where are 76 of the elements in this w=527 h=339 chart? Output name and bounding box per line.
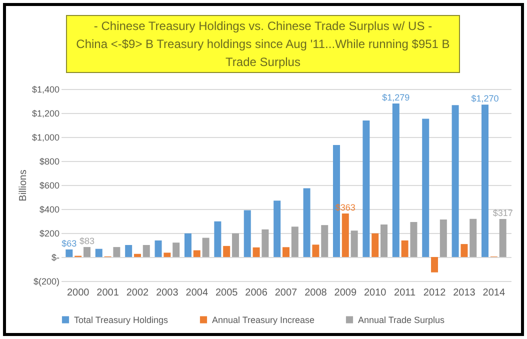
bar <box>95 248 102 257</box>
x-tick-label: 2002 <box>126 288 150 298</box>
bar <box>499 218 506 257</box>
bar <box>291 226 298 257</box>
y-tick-label: $1,400 <box>32 84 60 94</box>
bar <box>193 250 200 257</box>
bar <box>83 247 90 257</box>
y-tick-label: $600 <box>39 180 60 190</box>
bar <box>350 230 358 257</box>
data-label: $83 <box>79 236 95 246</box>
legend-label: Total Treasury Holdings <box>74 314 169 325</box>
bar <box>452 105 459 257</box>
bar <box>410 222 418 257</box>
bar <box>244 210 251 257</box>
legend-label: Annual Treasury Increase <box>212 314 315 325</box>
bar <box>134 254 141 257</box>
bar <box>392 104 400 257</box>
bar <box>214 221 222 257</box>
chart-title: - Chinese Treasury Holdings vs. Chinese Trade Surplus w/ US - <box>92 18 434 35</box>
bar <box>142 245 150 257</box>
x-tick-label: 2005 <box>215 288 238 298</box>
bar <box>312 244 320 257</box>
bar <box>431 257 438 272</box>
legend-label: Annual Trade Surplus <box>358 314 446 325</box>
x-tick-label: 2000 <box>66 288 90 298</box>
y-tick-label: $800 <box>39 156 60 166</box>
bar <box>440 220 447 257</box>
bar <box>482 104 489 257</box>
bar <box>401 240 408 257</box>
bar <box>202 238 210 257</box>
x-tick-label: 2006 <box>245 288 268 298</box>
bar <box>113 247 120 257</box>
y-tick-label: $400 <box>39 204 60 214</box>
bar <box>223 246 230 257</box>
bar <box>184 233 192 257</box>
data-label: $1,270 <box>471 94 499 104</box>
bar <box>262 229 269 257</box>
bar <box>282 247 290 257</box>
x-tick-label: 2007 <box>274 288 298 298</box>
bar <box>470 218 477 257</box>
x-tick-label: 2004 <box>186 288 208 298</box>
bar <box>303 188 310 257</box>
bar <box>154 240 162 257</box>
y-tick-label: $1,000 <box>32 132 60 142</box>
bar <box>274 200 281 257</box>
bar <box>342 213 349 257</box>
x-tick-label: 2008 <box>304 288 328 298</box>
bar <box>232 233 240 257</box>
bar <box>460 244 468 257</box>
bar <box>252 247 260 257</box>
y-tick-label: $- <box>51 252 60 262</box>
bar <box>321 225 328 257</box>
bar <box>66 249 73 257</box>
bar <box>125 245 132 257</box>
y-tick-label: $200 <box>39 228 60 238</box>
bar <box>362 120 370 257</box>
data-label: $317 <box>492 208 513 218</box>
x-tick-label: 2012 <box>423 288 446 298</box>
x-tick-label: 2001 <box>96 288 120 298</box>
data-label: $1,279 <box>382 92 410 103</box>
y-axis-title: Billions <box>18 170 29 202</box>
bar <box>422 118 430 257</box>
x-tick-label: 2010 <box>364 288 387 298</box>
y-tick-label: $1,200 <box>32 108 60 118</box>
x-tick-label: 2013 <box>453 288 476 298</box>
bar <box>372 233 379 257</box>
x-tick-label: 2011 <box>394 288 416 298</box>
data-label: $63 <box>62 238 77 248</box>
bar <box>172 242 180 257</box>
x-tick-label: 2003 <box>156 288 179 298</box>
bar <box>164 252 171 257</box>
y-tick-label: $(200) <box>33 276 60 286</box>
x-tick-label: 2009 <box>334 288 357 298</box>
chart-subtitle: China <-$9> B Treasury holdings since Aug '11...While running $951 B Trade Surplus <box>75 36 451 71</box>
bar <box>380 224 388 257</box>
x-tick-label: 2014 <box>482 288 506 298</box>
